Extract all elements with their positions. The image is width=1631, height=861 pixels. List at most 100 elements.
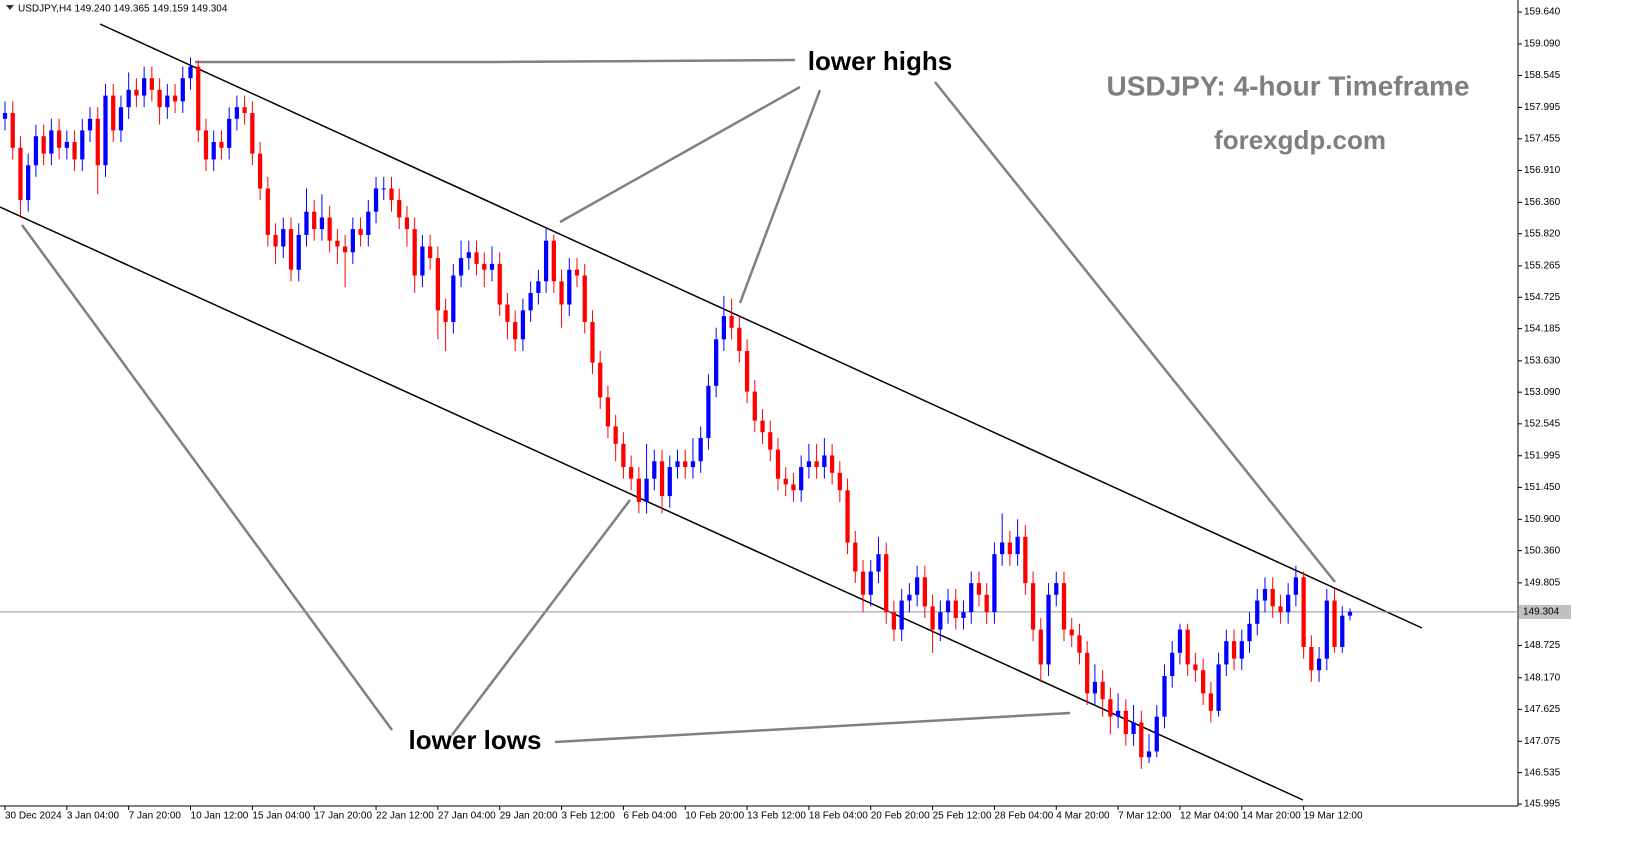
pointer-line [451, 499, 631, 736]
candle-body [891, 612, 897, 630]
candle-body [273, 234, 278, 247]
candles [2, 57, 1353, 769]
candle-body [690, 461, 696, 468]
candle-body [288, 229, 294, 270]
candle-body [1007, 542, 1013, 555]
candle-body [18, 147, 23, 201]
candle-body [551, 240, 556, 282]
candle-body [118, 107, 124, 131]
candle-body [211, 142, 216, 160]
candle-body [304, 211, 309, 235]
candle-body [768, 432, 773, 450]
x-tick-label: 17 Jan 20:00 [314, 811, 372, 822]
candle-body [296, 234, 301, 270]
candle-body [80, 130, 85, 160]
candle-body [876, 554, 881, 572]
candle-body [72, 142, 77, 160]
candle-body [992, 554, 997, 613]
candle-body [1301, 577, 1306, 647]
x-tick-label: 14 Mar 20:00 [1242, 811, 1301, 822]
candle-body [621, 443, 626, 468]
candle-body [435, 258, 440, 311]
candle-body [582, 275, 587, 322]
pointer-line [554, 711, 1071, 744]
y-tick-label: 150.360 [1524, 545, 1561, 556]
candle-body [644, 478, 649, 502]
candle-body [1108, 699, 1113, 717]
candle-body [806, 461, 812, 468]
candle-body [605, 397, 611, 427]
candle-body [443, 310, 448, 322]
candle-body [87, 118, 93, 131]
candle-body [1193, 664, 1198, 671]
y-tick-label: 153.090 [1524, 387, 1561, 398]
candle-body [744, 350, 750, 392]
candle-body [497, 263, 502, 305]
chart-title: USDJPY: 4-hour Timeframe [1106, 70, 1469, 101]
candle-body [49, 130, 54, 154]
candle-body [257, 153, 263, 189]
pointer-line [559, 85, 801, 224]
candle-body [729, 316, 734, 328]
candle-body [628, 467, 634, 479]
y-tick-label: 157.455 [1524, 133, 1561, 144]
candle-body [1038, 629, 1043, 665]
candle-body [760, 420, 765, 433]
y-tick-label: 148.725 [1524, 640, 1561, 651]
candle-body [1177, 629, 1183, 653]
x-tick-label: 13 Feb 12:00 [747, 811, 806, 822]
candle-body [737, 327, 742, 351]
candle-body [536, 281, 541, 293]
candle-body [590, 321, 595, 363]
candle-body [567, 269, 572, 305]
candle-body [234, 107, 240, 119]
candle-body [1170, 652, 1175, 677]
last-price-box [1519, 604, 1571, 619]
candle-body [520, 310, 526, 340]
candle-body [458, 258, 464, 276]
candle-body [714, 339, 719, 386]
candle-body [33, 136, 39, 166]
candle-body [1185, 629, 1190, 665]
x-tick-label: 10 Jan 12:00 [191, 811, 249, 822]
x-tick-label: 22 Jan 12:00 [376, 811, 434, 822]
y-tick-label: 148.170 [1524, 672, 1561, 683]
candle-body [799, 467, 804, 491]
y-tick-label: 155.265 [1524, 261, 1561, 272]
candle-body [636, 478, 641, 502]
candle-body [984, 594, 989, 613]
candle-body [451, 275, 456, 322]
candle-body [1255, 600, 1260, 624]
candle-body [1316, 658, 1322, 671]
x-tick-label: 10 Feb 20:00 [685, 811, 744, 822]
candle-body [969, 583, 974, 613]
candle-body [814, 461, 819, 468]
candle-body [528, 292, 533, 311]
x-tick-label: 3 Jan 04:00 [67, 811, 120, 822]
candle-body [172, 95, 178, 102]
candle-body [1231, 641, 1237, 659]
candle-body [659, 461, 665, 497]
candle-body [1293, 577, 1299, 595]
candle-body [482, 263, 487, 270]
y-tick-label: 146.535 [1524, 767, 1561, 778]
candle-body [1069, 629, 1074, 636]
candle-body [945, 600, 951, 613]
candle-body [358, 229, 363, 235]
candle-body [1270, 588, 1275, 607]
candle-body [1146, 751, 1152, 758]
candle-body [598, 362, 603, 398]
candle-body [868, 571, 873, 595]
candle-body [1340, 615, 1345, 647]
candle-body [350, 229, 355, 253]
candle-body [126, 89, 131, 108]
x-tick-label: 7 Mar 12:00 [1118, 811, 1172, 822]
chart-subtitle: forexgdp.com [1214, 125, 1386, 155]
candle-body [706, 385, 711, 439]
candle-body [752, 391, 757, 421]
candle-body [922, 577, 927, 607]
candle-body [899, 600, 904, 630]
candle-body [111, 95, 116, 131]
